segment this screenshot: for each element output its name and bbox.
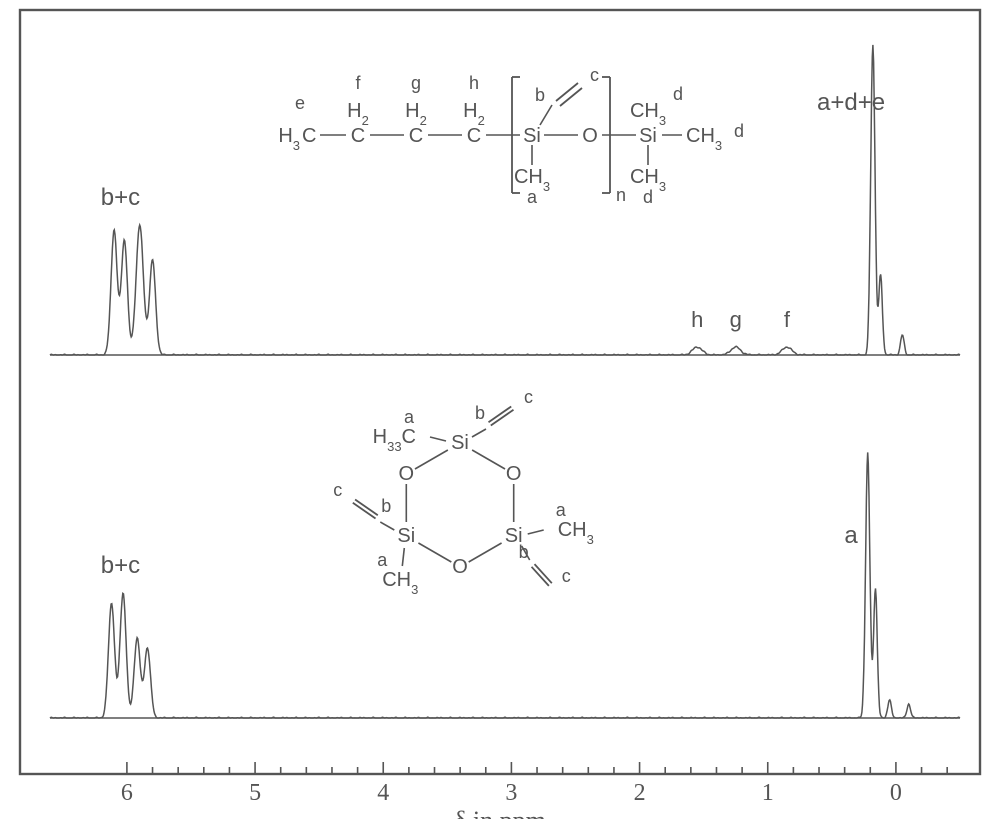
text-el: C [351,125,365,147]
text-el: O [399,463,415,485]
line-el [472,450,505,469]
text-el: H33C [373,426,416,454]
spectrum-bottom [50,452,960,718]
text-el: C [409,125,423,147]
text-el: Si [451,432,469,454]
text-el: e [295,93,305,113]
text-el: c [590,65,599,85]
text-el: O [506,463,522,485]
text-el: C [467,125,481,147]
text-el: d [734,121,744,141]
text-el: H2 [405,100,427,128]
text-el: H3 [278,125,300,153]
text-el: 2 [634,780,646,806]
text-el: b [475,403,485,423]
peak-label: h [691,307,703,332]
line-el [380,522,394,530]
text-el: CH3 [686,125,722,153]
x-axis-label: δ in ppm [454,806,546,819]
line-el [472,429,486,437]
plot-frame [20,10,980,774]
text-el: c [524,387,533,407]
text-el: Si [397,525,415,547]
text-el: C [302,125,316,147]
text-el: 4 [377,780,389,806]
peak-label: f [784,307,791,332]
text-el: CH3 [630,100,666,128]
text-el: b [535,85,545,105]
line-el [528,530,544,534]
line-el [560,88,582,106]
peak-label: b+c [101,184,140,211]
line-el [418,543,451,562]
text-el: a [527,187,538,207]
text-el: d [673,84,683,104]
peak-label: b+c [101,552,140,579]
text-el: 5 [249,780,261,806]
text-el: 3 [505,780,517,806]
text-el: h [469,73,479,93]
text-el: Si [639,125,657,147]
text-el: 1 [762,780,774,806]
text-el: b [381,496,391,516]
line-el [402,548,404,566]
text-el: b [519,542,529,562]
text-el: c [562,566,571,586]
text-el: f [355,73,361,93]
text-el: d [643,187,653,207]
text-el: O [582,125,598,147]
line-el [415,450,448,469]
text-el: 6 [121,780,133,806]
structure-top: H3CeCH2fCH2gCH2hSiCH3abcOnSiCH3dCH3dCH3d [278,65,744,207]
text-el: a [556,500,567,520]
text-el: g [411,73,421,93]
peak-label: a [844,522,858,549]
text-el: O [452,556,468,578]
line-el [469,543,502,562]
text-el: n [616,185,626,205]
text-el: CH3 [382,569,418,597]
text-el: H2 [463,100,485,128]
trace-bottom [50,452,960,718]
text-el: c [333,480,342,500]
text-el: a [377,550,388,570]
peak-label: g [730,307,742,332]
peak-label: a+d+e [817,89,885,116]
text-el: Si [523,125,541,147]
text-el: 0 [890,780,902,806]
line-el [430,437,446,441]
line-el [540,105,552,125]
text-el: a [404,407,415,427]
text-el: H2 [347,100,369,128]
line-el [556,83,578,101]
structure-bottom: SiOSiOSiOH33CabcCH3abcCH3abc [333,387,594,597]
text-el: CH3 [558,519,594,547]
